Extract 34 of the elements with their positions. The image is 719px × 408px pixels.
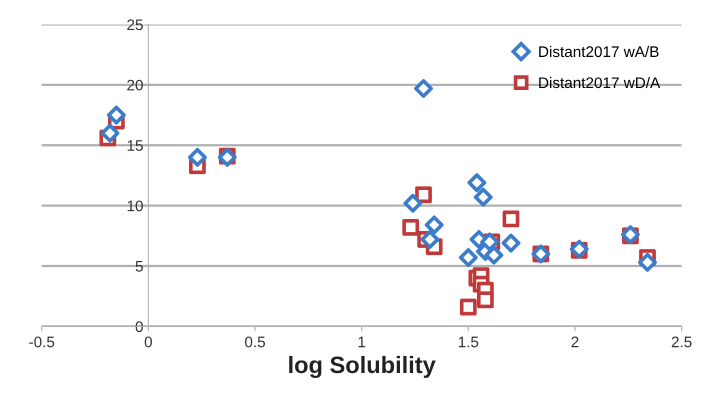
point	[188, 148, 207, 167]
y-tick-label: 10	[128, 200, 143, 212]
point	[420, 230, 440, 249]
point	[638, 252, 657, 272]
x-tick-label: 1.5	[458, 336, 478, 348]
x-tick-label: 1	[358, 336, 366, 348]
x-tick-label: -0.5	[29, 336, 54, 348]
x-axis-title: log Solubility	[289, 356, 436, 378]
legend-label: Distant2017 wD/A	[539, 76, 660, 88]
y-tick-label: 15	[128, 140, 143, 151]
point	[402, 218, 420, 236]
point	[476, 291, 494, 308]
point	[403, 194, 422, 213]
point	[424, 216, 444, 234]
point	[106, 106, 126, 124]
x-tick-label: 0.5	[244, 336, 265, 348]
x-tick-label: 2	[571, 336, 578, 348]
point	[458, 248, 478, 267]
point	[502, 234, 520, 252]
point	[460, 298, 477, 316]
x-tick-label: 2.5	[672, 336, 692, 348]
point	[415, 186, 432, 204]
point	[414, 79, 433, 98]
x-tick-label: 0	[144, 336, 152, 348]
y-tick-label: 20	[127, 80, 143, 91]
point	[100, 124, 120, 143]
point	[474, 188, 493, 207]
legend-label: Distant2017 wA/B	[539, 46, 659, 58]
point	[502, 210, 520, 228]
y-tick-label: 25	[127, 19, 143, 30]
y-tick-label: 5	[136, 261, 143, 272]
point	[467, 173, 486, 192]
point	[480, 232, 500, 252]
point	[484, 246, 504, 265]
